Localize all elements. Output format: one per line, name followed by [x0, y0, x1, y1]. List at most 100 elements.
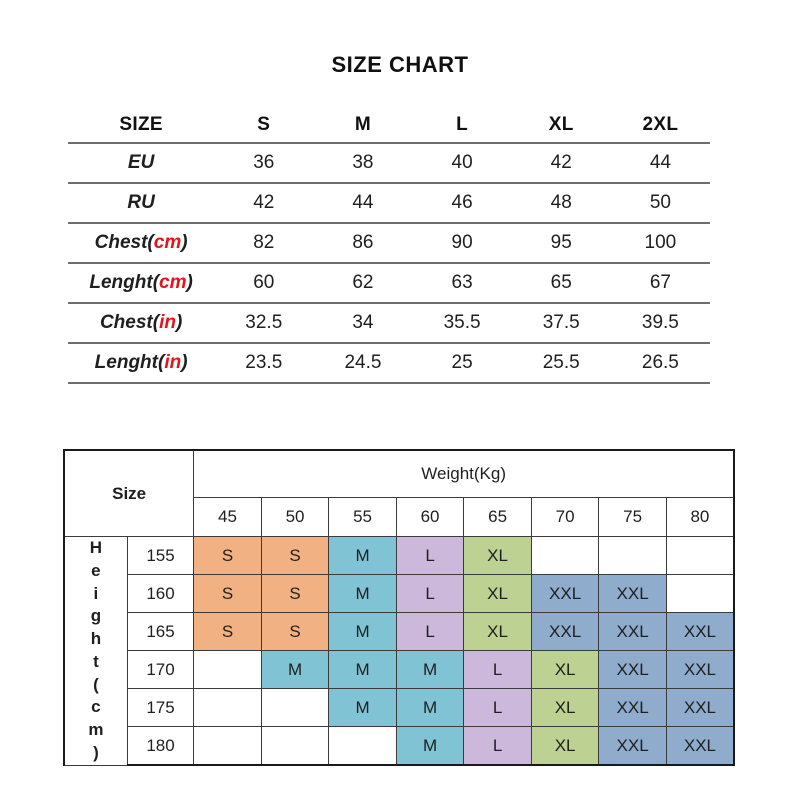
fit-empty-cell — [530, 535, 600, 576]
spec-header-cell: SIZE — [68, 108, 215, 144]
height-axis-label-char: ) — [93, 742, 99, 762]
fit-size-cell: L — [395, 535, 465, 576]
height-axis-label-char: h — [90, 629, 102, 649]
spec-value-cell: 63 — [412, 263, 512, 304]
spec-value-cell: 67 — [610, 263, 710, 304]
weight-value-cell: 75 — [598, 497, 667, 537]
height-value-cell: 160 — [126, 574, 195, 614]
spec-row-unit: cm — [153, 232, 182, 253]
spec-value-cell: 44 — [313, 183, 413, 224]
spec-value-cell: 34 — [313, 303, 413, 344]
spec-value-cell: 65 — [511, 263, 611, 304]
fit-header-row-top: Size Weight(Kg) — [63, 449, 736, 537]
height-value-cell: 165 — [126, 612, 195, 652]
fit-size-cell: M — [328, 574, 397, 614]
spec-row-label: Chest(cm) — [68, 223, 215, 264]
fit-size-cell: S — [193, 612, 262, 652]
fit-size-cell: S — [193, 535, 262, 576]
fit-size-cell: M — [328, 688, 397, 728]
spec-header-cell: 2XL — [610, 108, 710, 144]
fit-size-cell: XL — [463, 574, 532, 614]
spec-row: Chest(in) 32.5 34 35.5 37.5 39.5 — [68, 303, 710, 344]
height-axis-label-char: i — [93, 583, 99, 603]
fit-size-cell: M — [260, 650, 330, 690]
spec-value-cell: 50 — [610, 183, 710, 224]
spec-value-cell: 37.5 — [511, 303, 611, 344]
fit-size-cell: XXL — [598, 726, 667, 767]
spec-row: Lenght(in) 23.5 24.5 25 25.5 26.5 — [68, 343, 710, 384]
fit-size-cell: XL — [463, 612, 532, 652]
fit-size-cell: XXL — [665, 688, 735, 728]
spec-value-cell: 26.5 — [610, 343, 710, 384]
spec-row-label: RU — [68, 183, 215, 224]
weight-value-cell: 55 — [328, 497, 397, 537]
fit-size-cell: XXL — [530, 574, 600, 614]
fit-row: 165 S S M L XL XXL XXL XXL — [64, 612, 735, 652]
fit-size-cell: XL — [463, 535, 532, 576]
height-axis-label-char: g — [90, 606, 102, 626]
weight-value-cell: 50 — [260, 497, 330, 537]
weight-values-row: 45 50 55 60 65 70 75 80 — [64, 497, 735, 537]
fit-size-cell: M — [395, 726, 465, 767]
spec-row: Chest(cm) 82 86 90 95 100 — [68, 223, 710, 264]
height-value-cell: 155 — [126, 535, 195, 576]
spec-row-label: Lenght(cm) — [68, 263, 215, 304]
fit-size-cell: S — [193, 574, 262, 614]
weight-value-cell: 60 — [395, 497, 465, 537]
spec-row-label: Lenght(in) — [68, 343, 215, 384]
fit-size-cell: L — [463, 688, 532, 728]
spec-value-cell: 39.5 — [610, 303, 710, 344]
spec-value-cell: 25 — [412, 343, 512, 384]
fit-size-cell: M — [395, 688, 465, 728]
fit-row: 175 M M L XL XXL XXL — [64, 688, 735, 728]
weight-header-cell: Weight(Kg) — [193, 449, 736, 498]
fit-size-cell: XXL — [598, 574, 667, 614]
spec-header-cell: M — [313, 108, 413, 144]
spec-row: Lenght(cm) 60 62 63 65 67 — [68, 263, 710, 304]
fit-row: 180 M L XL XXL XXL — [64, 726, 735, 767]
fit-empty-cell — [665, 535, 735, 576]
fit-size-cell: M — [328, 612, 397, 652]
fit-empty-cell — [260, 726, 330, 767]
spec-value-cell: 23.5 — [214, 343, 314, 384]
fit-size-cell: XXL — [665, 612, 735, 652]
spec-value-cell: 86 — [313, 223, 413, 264]
height-axis-label-char: e — [91, 560, 101, 580]
fit-size-cell: XL — [530, 726, 600, 767]
fit-size-cell: S — [260, 535, 330, 576]
height-axis-label-char: t — [93, 651, 99, 671]
height-axis-label-char: ( — [93, 674, 99, 694]
spec-value-cell: 46 — [412, 183, 512, 224]
fit-size-cell: M — [395, 650, 465, 690]
spec-value-cell: 90 — [412, 223, 512, 264]
fit-size-cell: XXL — [530, 612, 600, 652]
fit-size-cell: XXL — [598, 612, 667, 652]
spec-value-cell: 95 — [511, 223, 611, 264]
fit-row: 160 S S M L XL XXL XXL — [64, 574, 735, 614]
fit-empty-cell — [328, 726, 397, 767]
weight-value-cell: 80 — [665, 497, 735, 537]
fit-size-cell: S — [260, 574, 330, 614]
spec-value-cell: 82 — [214, 223, 314, 264]
size-header-cell: Size — [63, 449, 195, 537]
spec-value-cell: 42 — [511, 143, 611, 184]
fit-empty-cell — [260, 688, 330, 728]
spec-header-row: SIZE S M L XL 2XL — [68, 108, 710, 144]
spec-value-cell: 60 — [214, 263, 314, 304]
spec-header-cell: L — [412, 108, 512, 144]
fit-size-cell: M — [328, 650, 397, 690]
fit-empty-cell — [598, 535, 667, 576]
fit-size-cell: L — [395, 574, 465, 614]
fit-size-cell: XL — [530, 650, 600, 690]
fit-size-cell: XXL — [665, 726, 735, 767]
spec-row-unit: in — [164, 352, 182, 373]
spec-value-cell: 35.5 — [412, 303, 512, 344]
fit-size-cell: S — [260, 612, 330, 652]
spec-value-cell: 100 — [610, 223, 710, 264]
height-axis-label-char: H — [89, 538, 103, 557]
spec-row-unit: in — [159, 312, 176, 333]
spec-value-cell: 44 — [610, 143, 710, 184]
